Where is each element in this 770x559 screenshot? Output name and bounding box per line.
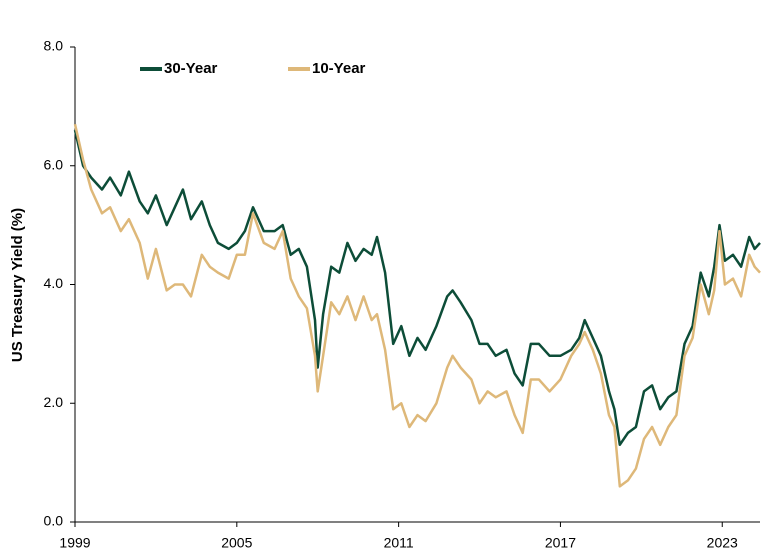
series-line (73, 129, 761, 447)
y-tick-label: 2.0 (44, 394, 64, 410)
y-tick-label: 0.0 (44, 513, 64, 529)
x-tick-label: 2017 (545, 535, 576, 551)
legend-label: 10-Year (312, 60, 366, 77)
x-tick-label: 1999 (59, 535, 90, 551)
x-tick-label: 2023 (707, 535, 738, 551)
x-tick-label: 2005 (221, 535, 252, 551)
x-tick-label: 2011 (384, 535, 414, 551)
y-tick-label: 8.0 (44, 38, 64, 54)
y-axis-label: US Treasury Yield (%) (9, 208, 26, 362)
y-tick-label: 4.0 (44, 275, 64, 291)
y-tick-label: 6.0 (44, 156, 64, 172)
legend-label: 30-Year (164, 60, 218, 77)
series-line (73, 123, 761, 488)
